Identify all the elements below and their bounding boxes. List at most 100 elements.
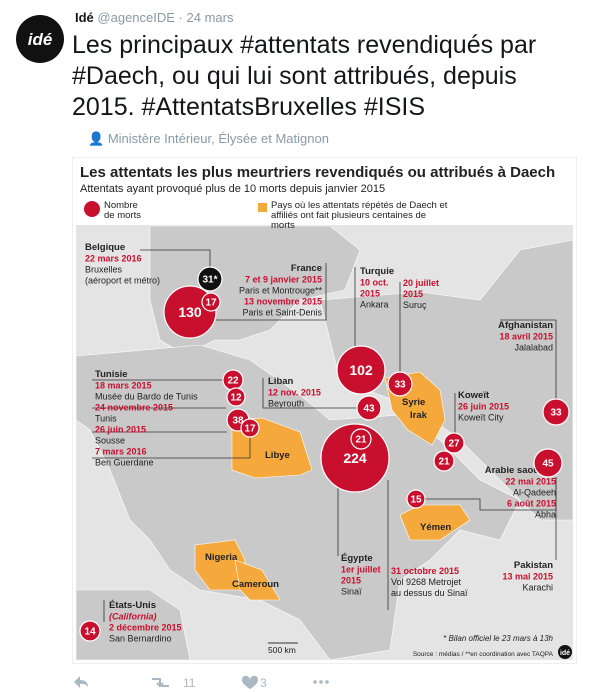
annotation-country: Turquie (360, 266, 394, 277)
bubble (350, 428, 372, 450)
retweet-count: 11 (183, 676, 196, 690)
annotation-line: 13 novembre 2015 (244, 297, 322, 307)
bubble-label: 12 (230, 393, 242, 404)
annotation-line: 6 août 2015 (507, 499, 556, 509)
avatar-logo: idé (28, 30, 53, 49)
date[interactable]: 24 mars (186, 10, 234, 25)
annotation-line: 22 mars 2016 (85, 254, 142, 264)
bubble-label: 17 (205, 298, 217, 309)
annotation-line: Tunis (95, 414, 117, 424)
annotation-line: Abha (535, 510, 556, 520)
annotation-line: (aéroport et métro) (85, 276, 160, 286)
annotation-line: 18 avril 2015 (499, 332, 553, 342)
annotation-line: San Bernardino (109, 634, 172, 644)
bubble-label: 21 (438, 457, 450, 468)
bubble (356, 395, 382, 421)
bubble (197, 266, 223, 292)
annotation-line: 20 juillet (403, 278, 439, 288)
bubble-label: 43 (363, 404, 375, 415)
annotation-country: Koweït (458, 390, 490, 401)
annotation-line: Karachi (522, 583, 553, 593)
annotation-line: 2 décembre 2015 (109, 623, 182, 633)
source: Source : médias / **en coordination avec… (413, 651, 554, 658)
annotation-line: Paris et Montrouge** (239, 286, 323, 296)
bubble-label: 45 (542, 459, 554, 470)
annotation-line: Ankara (360, 300, 389, 310)
annotation-line: 7 mars 2016 (95, 447, 147, 457)
tweet-header: Idé @agenceIDE · 24 mars (75, 10, 234, 25)
annotation-country: Pakistan (514, 560, 553, 571)
actions: 11 3 (74, 675, 329, 690)
logo: idé (560, 650, 570, 657)
annotation-line: 13 mai 2015 (502, 572, 553, 582)
annotation-country: Afghanistan (498, 320, 553, 331)
annotation-line: 1er juillet (341, 565, 381, 575)
annotation-country: Arabie saoudite (485, 465, 556, 476)
more-icon[interactable] (313, 680, 329, 684)
bubble (387, 371, 413, 397)
bubble-label: 130 (178, 304, 202, 320)
annotation-country: Liban (268, 376, 294, 387)
annotation-line: au dessus du Sinaï (391, 588, 468, 598)
bubble-label: 31* (202, 275, 217, 286)
reply-icon[interactable] (74, 676, 88, 688)
note: * Bilan officiel le 23 mars à 13h (443, 634, 553, 643)
bubble-label: 21 (355, 435, 367, 446)
annotation-line: Jalalabad (514, 343, 553, 353)
legend-swatch (258, 203, 267, 212)
tweet-text: Les principaux #attentats revendiqués pa… (72, 31, 537, 121)
bubble-label: 22 (227, 376, 239, 387)
annotation-line: Musée du Bardo de Tunis (95, 392, 198, 402)
bubble (533, 448, 563, 478)
bubble (226, 387, 246, 407)
annotation-line: Paris et Saint-Denis (242, 308, 322, 318)
handle[interactable]: @agenceIDE (97, 10, 175, 25)
annotation-country: France (291, 263, 322, 274)
annotation-line: Koweït City (458, 413, 504, 423)
bubble-label: 38 (232, 416, 244, 427)
bubble (336, 345, 386, 395)
country-label: Yémen (420, 522, 451, 533)
annotation-line: (California) (109, 612, 157, 622)
annotation-line: 22 mai 2015 (505, 477, 556, 487)
infographic-subtitle: Attentats ayant provoqué plus de 10 mort… (80, 183, 385, 195)
bubble-label: 33 (550, 408, 562, 419)
bubble (433, 450, 455, 472)
retweet-icon[interactable] (152, 678, 169, 688)
infographic-title: Les attentats les plus meurtriers revend… (80, 164, 555, 181)
bubble (443, 432, 465, 454)
bubble (320, 423, 390, 493)
bubble (240, 418, 260, 438)
bubble-label: 27 (448, 439, 460, 450)
annotation-line: 26 juin 2015 (95, 425, 146, 435)
country-label: Cameroun (232, 579, 279, 590)
bubble-label: 15 (410, 495, 422, 506)
bubble (406, 489, 426, 509)
annotation-line: 10 oct. (360, 278, 389, 288)
annotation-line: Suruç (403, 300, 427, 310)
location[interactable]: 👤 Ministère Intérieur, Élysée et Matigno… (88, 131, 329, 146)
annotation-line: Ben Guerdane (95, 458, 154, 468)
bubble-label: 102 (349, 362, 373, 378)
annotation-line: 26 juin 2015 (458, 402, 509, 412)
infographic[interactable]: Les attentats les plus meurtriers revend… (72, 157, 577, 664)
location-text[interactable]: Ministère Intérieur, Élysée et Matignon (107, 131, 329, 146)
legend-bubble (84, 201, 100, 217)
annotation-country: Égypte (341, 553, 373, 564)
bubble (79, 620, 101, 642)
bubble (201, 292, 221, 312)
bubble (542, 398, 570, 426)
country-label: Nigeria (205, 552, 238, 563)
annotation-line: 18 mars 2015 (95, 381, 152, 391)
annotation-line: 12 nov. 2015 (268, 388, 321, 398)
annotation-country: Tunisie (95, 369, 128, 380)
annotation-line: Bruxelles (85, 265, 123, 275)
annotation-line: 7 et 9 janvier 2015 (245, 275, 322, 285)
annotation-line: 2015 (403, 289, 423, 299)
author[interactable]: Idé (75, 10, 94, 25)
country-label: Libye (265, 450, 290, 461)
avatar[interactable]: idé (15, 14, 65, 64)
country-label: Syrie (402, 397, 425, 408)
like-icon[interactable] (242, 675, 258, 689)
